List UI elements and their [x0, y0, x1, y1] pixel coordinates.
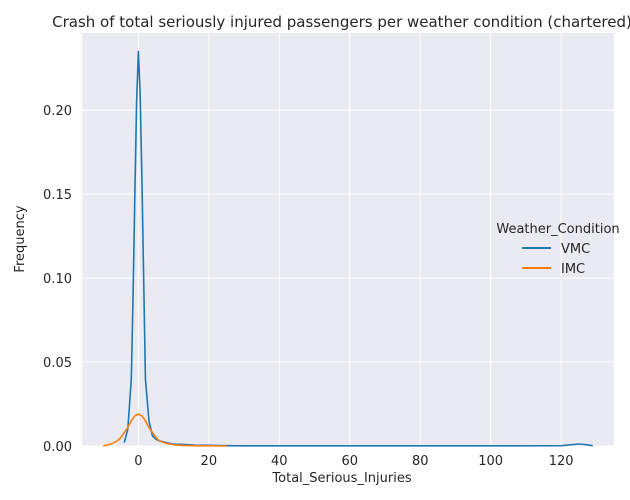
- y-tick-labels: 0.00 0.05 0.10 0.15 0.20: [43, 104, 72, 455]
- x-gridlines: [137, 33, 562, 446]
- y-tick-label: 0.20: [43, 104, 72, 119]
- series-line-imc: [102, 413, 227, 447]
- y-axis-label: Frequency: [13, 205, 28, 272]
- y-gridlines: [82, 109, 614, 447]
- x-tick-label: 0: [134, 454, 142, 469]
- y-tick-label: 0.00: [43, 440, 72, 455]
- x-tick-label: 120: [549, 454, 574, 469]
- legend-title: Weather_Condition: [496, 222, 619, 237]
- y-tick-label: 0.10: [43, 272, 72, 287]
- legend-label-vmc: VMC: [561, 242, 590, 257]
- x-tick-label: 100: [478, 454, 503, 469]
- series-layer: [102, 50, 593, 447]
- x-tick-labels: 0 20 40 60 80 100 120: [134, 454, 573, 469]
- legend: Weather_Condition VMC IMC: [496, 222, 619, 277]
- legend-label-imc: IMC: [561, 262, 585, 277]
- x-tick-label: 20: [201, 454, 218, 469]
- chart-title: Crash of total seriously injured passeng…: [52, 13, 630, 31]
- plot-background: [82, 33, 614, 446]
- x-axis-label: Total_Serious_Injuries: [271, 471, 411, 486]
- y-tick-label: 0.05: [43, 356, 72, 371]
- x-tick-label: 40: [271, 454, 288, 469]
- x-tick-label: 60: [341, 454, 358, 469]
- x-tick-label: 80: [412, 454, 429, 469]
- y-tick-label: 0.15: [43, 188, 72, 203]
